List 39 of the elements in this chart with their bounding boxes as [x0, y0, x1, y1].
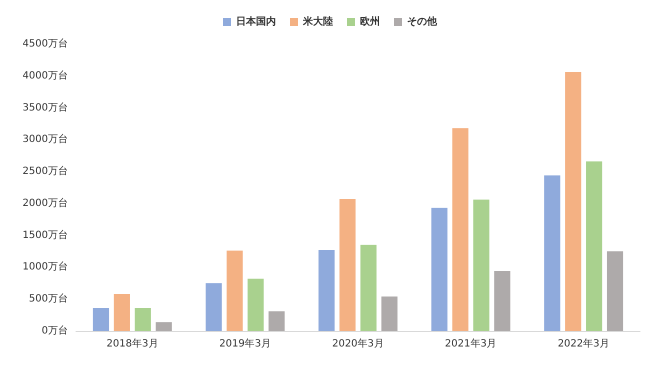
- y-tick-label: 1500万台: [22, 228, 68, 241]
- bar: [586, 161, 602, 331]
- x-tick-label: 2020年3月: [332, 338, 384, 350]
- y-tick-label: 4500万台: [22, 38, 68, 50]
- legend-label: 米大陸: [302, 16, 333, 28]
- x-tick-label: 2021年3月: [444, 338, 497, 350]
- bar: [114, 294, 130, 331]
- bar: [544, 175, 560, 331]
- bar: [360, 244, 377, 331]
- bar: [606, 251, 624, 331]
- bar: [268, 311, 285, 331]
- bar: [318, 250, 335, 331]
- x-tick-label: 2022年3月: [558, 338, 610, 350]
- bar: [431, 208, 448, 331]
- y-tick-label: 500万台: [28, 292, 68, 305]
- bar: [452, 128, 468, 331]
- y-tick-label: 1000万台: [22, 260, 68, 273]
- bar: [92, 308, 110, 331]
- legend-label: その他: [407, 16, 438, 28]
- bar: [156, 322, 172, 331]
- y-tick-label: 3500万台: [22, 101, 68, 114]
- y-tick-label: 2500万台: [22, 165, 68, 178]
- y-tick-label: 2000万台: [22, 196, 68, 209]
- y-tick-label: 0万台: [42, 324, 68, 336]
- bar: [134, 308, 151, 331]
- bar: [381, 296, 398, 331]
- bar: [248, 278, 264, 331]
- bar: [226, 250, 243, 331]
- bar: [494, 271, 510, 331]
- x-tick-label: 2018年3月: [106, 338, 158, 350]
- legend-label: 欧州: [360, 16, 380, 28]
- bar: [565, 72, 582, 331]
- bar: [473, 200, 490, 331]
- bar: [339, 198, 356, 331]
- y-tick-label: 3000万台: [22, 133, 68, 146]
- x-tick-label: 2019年3月: [219, 338, 272, 350]
- y-tick-label: 4000万台: [22, 69, 68, 82]
- bar: [206, 283, 222, 331]
- legend-label: 日本国内: [236, 16, 276, 28]
